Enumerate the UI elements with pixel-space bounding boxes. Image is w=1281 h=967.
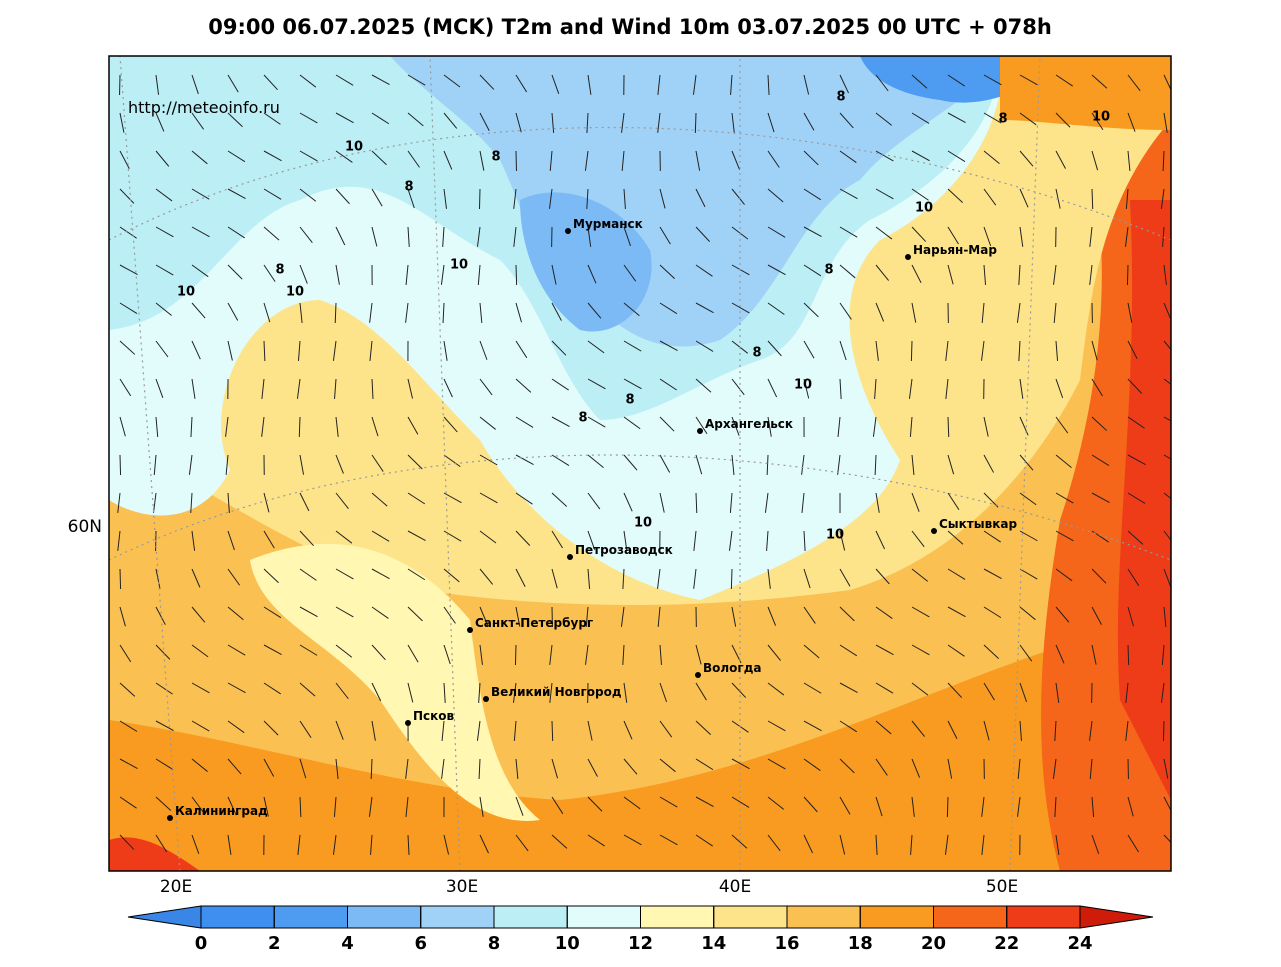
city-label: Калининград	[175, 804, 268, 818]
title: 09:00 06.07.2025 (MCK) T2m and Wind 10m …	[208, 15, 1052, 39]
city-dot	[565, 228, 571, 234]
contour-label: 10	[634, 516, 652, 531]
barb	[911, 341, 912, 361]
city-dot	[483, 696, 489, 702]
contour-label: 8	[404, 180, 413, 195]
city-label: Санкт-Петербург	[475, 616, 593, 630]
colorbar-segment	[641, 906, 714, 928]
colorbar-tick-label: 20	[921, 933, 946, 954]
city-dot	[697, 428, 703, 434]
barb	[299, 417, 300, 437]
contour-label: 10	[826, 528, 844, 543]
city-dot	[905, 254, 911, 260]
city-label: Нарьян-Мар	[913, 243, 997, 257]
colorbar-segment	[934, 906, 1007, 928]
city-label: Сыктывкар	[939, 517, 1017, 531]
latitude-label: 60N	[68, 517, 102, 537]
colorbar-segment	[714, 906, 787, 928]
colorbar-segment	[1007, 906, 1080, 928]
contour-label: 10	[1092, 110, 1110, 125]
colorbar-segment	[787, 906, 860, 928]
barb	[947, 797, 948, 817]
longitude-label: 20E	[160, 877, 192, 897]
colorbar-segment	[421, 906, 494, 928]
longitude-label: 50E	[986, 877, 1018, 897]
barb	[120, 569, 121, 589]
city-label: Архангельск	[705, 417, 793, 431]
colorbar-segment	[274, 906, 347, 928]
contour-label: 10	[915, 201, 933, 216]
watermark: http://meteoinfo.ru	[128, 98, 280, 117]
longitude-label: 30E	[446, 877, 478, 897]
contour-label: 8	[578, 411, 587, 426]
colorbar-tick-label: 12	[628, 933, 653, 954]
colorbar-tick-label: 6	[414, 933, 427, 954]
barb	[120, 455, 121, 475]
colorbar-segment	[201, 906, 274, 928]
colorbar-tick-label: 24	[1067, 933, 1092, 954]
colorbar-segment	[494, 906, 567, 928]
colorbar-extend	[1080, 906, 1153, 928]
city-dot	[695, 672, 701, 678]
contour-label: 8	[824, 263, 833, 278]
map	[109, 56, 1181, 871]
colorbar-tick-label: 14	[701, 933, 726, 954]
city-dot	[567, 554, 573, 560]
barb	[515, 645, 516, 665]
colorbar-tick-label: 18	[848, 933, 873, 954]
contour-label: 8	[998, 112, 1007, 127]
city-dot	[167, 815, 173, 821]
contour-label: 8	[491, 150, 500, 165]
contour-label: 8	[275, 263, 284, 278]
colorbar-segment	[860, 906, 933, 928]
city-label: Великий Новгород	[491, 685, 622, 699]
barb	[1163, 721, 1164, 741]
barb	[695, 113, 696, 133]
colorbar-tick-label: 2	[268, 933, 281, 954]
contour-label: 10	[450, 258, 468, 273]
barb	[516, 265, 517, 285]
colorbar-tick-label: 16	[774, 933, 799, 954]
colorbar-tick-label: 0	[195, 933, 208, 954]
contour-label: 10	[794, 378, 812, 393]
colorbar-segment	[567, 906, 640, 928]
colorbar-tick-label: 4	[341, 933, 354, 954]
city-label: Вологда	[703, 661, 761, 675]
contour-label: 10	[345, 140, 363, 155]
colorbar-segment	[348, 906, 421, 928]
contour-label: 8	[625, 393, 634, 408]
contour-label: 10	[177, 285, 195, 300]
contour-label: 8	[752, 346, 761, 361]
contour-label: 8	[836, 90, 845, 105]
contour-label: 10	[286, 285, 304, 300]
city-dot	[405, 720, 411, 726]
city-label: Петрозаводск	[575, 543, 673, 557]
barb	[1127, 265, 1128, 285]
barb	[552, 721, 553, 741]
field	[1000, 56, 1171, 130]
colorbar-tick-label: 8	[488, 933, 501, 954]
city-dot	[467, 627, 473, 633]
colorbar-tick-label: 22	[994, 933, 1019, 954]
barb	[731, 569, 732, 589]
barb	[1128, 645, 1129, 665]
city-label: Мурманск	[573, 217, 643, 231]
longitude-label: 40E	[719, 877, 751, 897]
barb	[479, 189, 480, 209]
colorbar-extend	[128, 906, 201, 928]
colorbar-tick-label: 10	[555, 933, 580, 954]
city-label: Псков	[413, 709, 455, 723]
city-dot	[931, 528, 937, 534]
